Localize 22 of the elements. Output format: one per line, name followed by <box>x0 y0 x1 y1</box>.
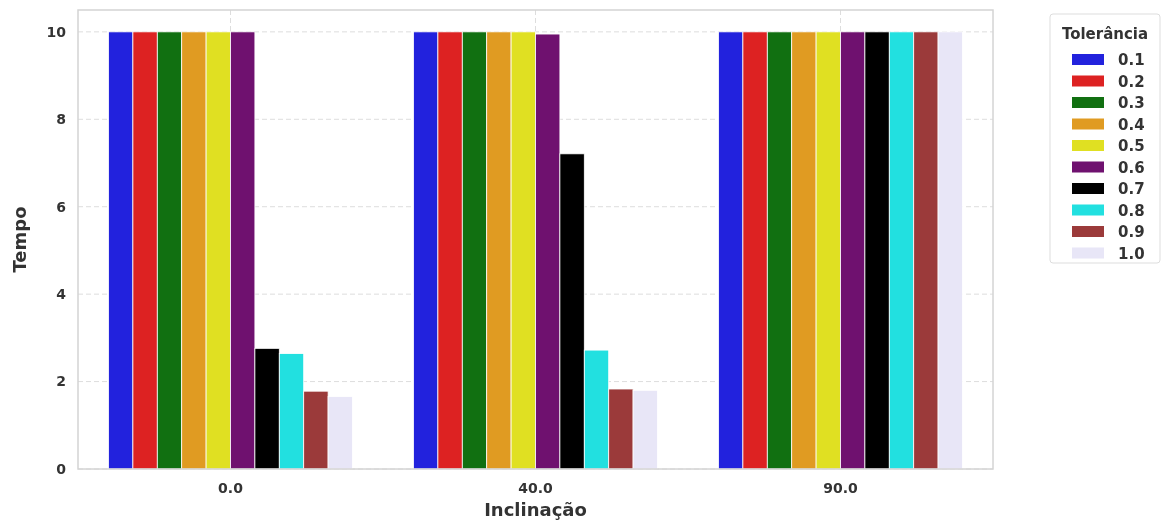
legend-label: 0.7 <box>1118 180 1145 199</box>
y-axis-title: Tempo <box>9 206 30 273</box>
x-axis-title: Inclinação <box>484 499 587 520</box>
y-tick-label: 2 <box>56 373 66 390</box>
legend-label: 0.6 <box>1118 158 1145 177</box>
y-tick-label: 8 <box>56 111 66 128</box>
x-tick-label: 40.0 <box>518 480 554 496</box>
y-tick-label: 6 <box>56 198 66 215</box>
x-tick-label: 0.0 <box>218 480 244 496</box>
y-tick-label: 10 <box>46 23 67 40</box>
legend-label: 0.8 <box>1118 201 1145 220</box>
legend-label: 0.5 <box>1118 137 1145 156</box>
legend-label: 0.9 <box>1118 223 1145 242</box>
y-tick-label: 0 <box>56 460 67 477</box>
x-tick-label: 90.0 <box>823 480 859 496</box>
legend-label: 1.0 <box>1118 244 1145 263</box>
legend-title: Tolerância <box>1061 25 1149 43</box>
y-tick-label: 4 <box>56 286 67 303</box>
legend-label: 0.4 <box>1118 115 1145 134</box>
legend-label: 0.1 <box>1118 51 1145 70</box>
legend-label: 0.3 <box>1118 94 1145 113</box>
legend-label: 0.2 <box>1118 72 1145 91</box>
